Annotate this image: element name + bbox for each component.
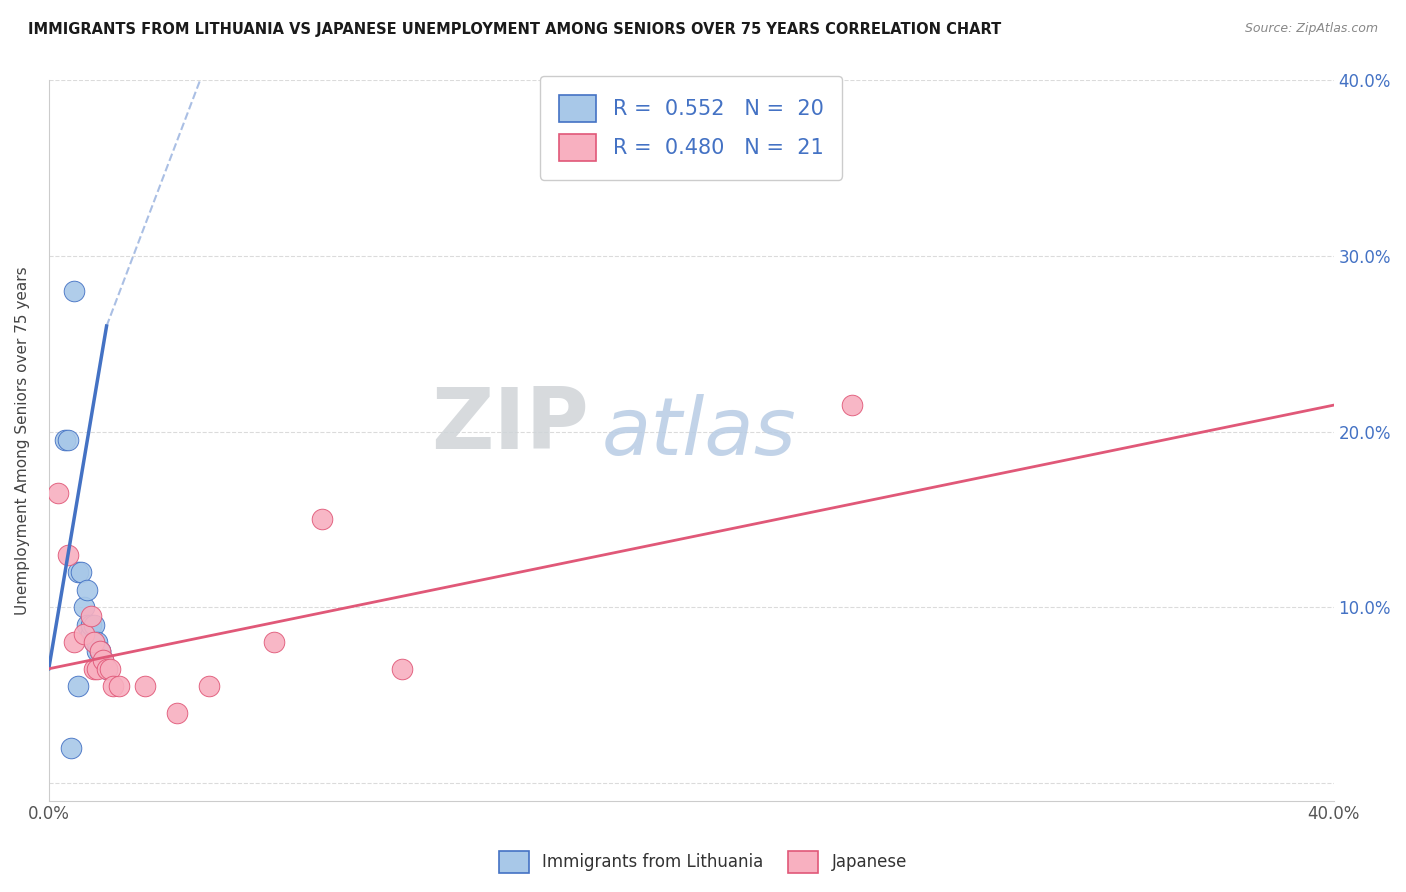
Point (311, 512, 333, 526)
Text: ZIP: ZIP (430, 384, 588, 467)
Point (76, 618, 98, 632)
Point (79, 626, 101, 640)
Text: atlas: atlas (602, 394, 796, 472)
Point (96, 662, 118, 676)
Point (83, 618, 105, 632)
Point (63, 284, 86, 298)
Point (101, 679, 124, 693)
Point (86, 644, 108, 658)
Point (98, 662, 121, 676)
Point (93, 653, 115, 667)
Point (108, 679, 131, 693)
Text: IMMIGRANTS FROM LITHUANIA VS JAPANESE UNEMPLOYMENT AMONG SENIORS OVER 75 YEARS C: IMMIGRANTS FROM LITHUANIA VS JAPANESE UN… (28, 22, 1001, 37)
Point (83, 662, 105, 676)
Legend: R =  0.552   N =  20, R =  0.480   N =  21: R = 0.552 N = 20, R = 0.480 N = 21 (540, 76, 842, 179)
Point (89, 644, 111, 658)
Point (86, 635, 108, 649)
Point (841, 398, 863, 412)
Point (60, 740, 83, 755)
Point (70, 565, 93, 579)
Legend: Immigrants from Lithuania, Japanese: Immigrants from Lithuania, Japanese (492, 845, 914, 880)
Point (96, 662, 118, 676)
Point (73, 626, 96, 640)
Point (66, 565, 89, 579)
Point (56, 548, 79, 562)
Point (83, 635, 105, 649)
Point (89, 644, 111, 658)
Point (73, 600, 96, 615)
Point (48, 486, 70, 500)
Point (83, 635, 105, 649)
Point (263, 635, 285, 649)
Point (63, 635, 86, 649)
Point (56, 434, 79, 448)
Point (166, 706, 188, 720)
Point (79, 618, 101, 632)
Y-axis label: Unemployment Among Seniors over 75 years: Unemployment Among Seniors over 75 years (15, 266, 30, 615)
Point (86, 662, 108, 676)
Point (53, 434, 76, 448)
Point (79, 609, 101, 624)
Point (134, 679, 156, 693)
Point (89, 644, 111, 658)
Point (66, 679, 89, 693)
Text: Source: ZipAtlas.com: Source: ZipAtlas.com (1244, 22, 1378, 36)
Point (391, 662, 413, 676)
Point (76, 582, 98, 597)
Point (198, 679, 221, 693)
Point (93, 653, 115, 667)
